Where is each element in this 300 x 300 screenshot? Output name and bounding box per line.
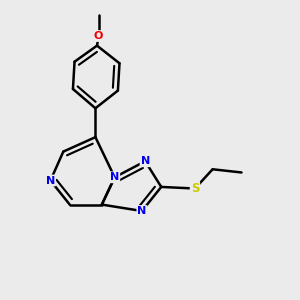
Text: N: N	[137, 206, 147, 216]
Text: N: N	[110, 172, 119, 182]
Text: N: N	[46, 176, 55, 185]
Text: S: S	[191, 182, 199, 195]
Text: O: O	[94, 31, 103, 41]
Text: N: N	[141, 156, 150, 166]
